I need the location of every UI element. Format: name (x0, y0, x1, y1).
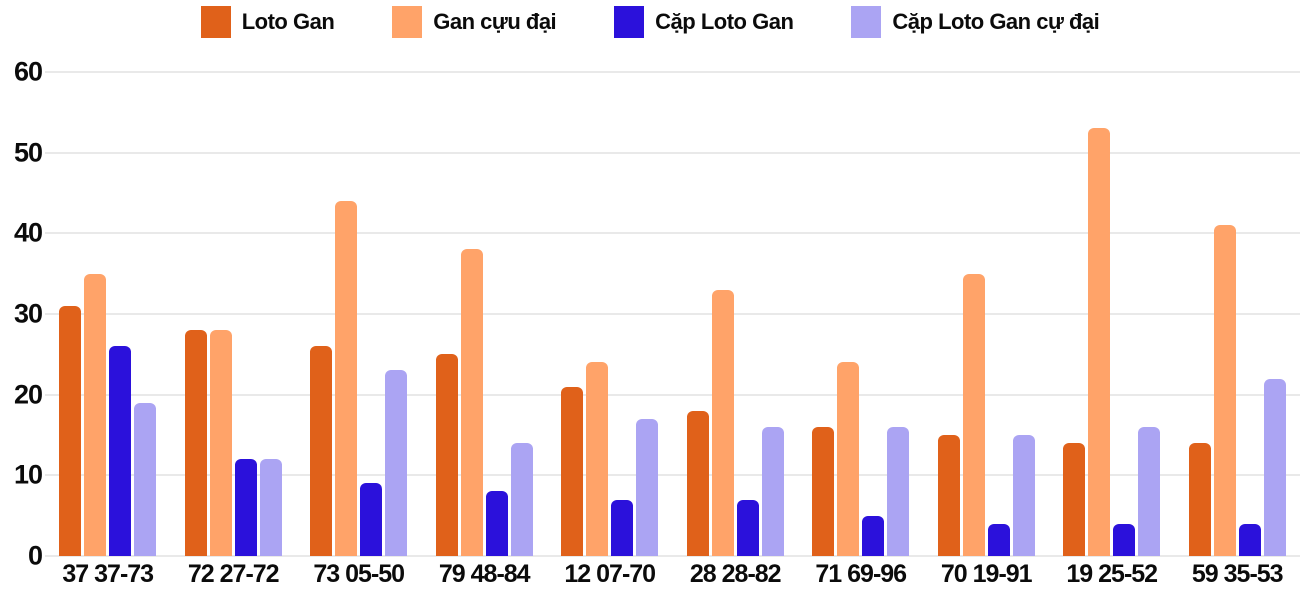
gridline (45, 151, 1300, 154)
bar-group (422, 72, 548, 556)
x-tick-label: 12 07-70 (564, 560, 656, 588)
bar (134, 402, 157, 556)
x-tick-label: 79 48-84 (438, 560, 531, 588)
bar (234, 459, 257, 556)
plot-area (45, 71, 1300, 557)
bar (1088, 128, 1111, 556)
bar (862, 515, 885, 556)
x-tick-label: 37 37-73 (62, 560, 154, 588)
gridline (45, 313, 1300, 315)
y-tick-label: 10 (13, 459, 43, 490)
bar (1238, 523, 1261, 556)
bar (1263, 378, 1286, 556)
bar-group (924, 72, 1050, 556)
legend-label: Gan cựu đại (433, 9, 557, 34)
bar-group (45, 72, 171, 556)
legend-label: Cặp Loto Gan (655, 9, 794, 34)
legend-item-4[interactable]: Cặp Loto Gan cự đại (851, 6, 1100, 38)
bar (586, 362, 609, 556)
bar (435, 354, 458, 556)
y-axis: 0 10 20 30 40 50 60 (0, 57, 43, 571)
bar (812, 426, 835, 556)
bar-group (798, 72, 924, 556)
bar (485, 491, 508, 556)
legend-item-2[interactable]: Gan cựu đại (392, 6, 557, 38)
bar (310, 346, 333, 556)
chart-legend: Loto Gan Gan cựu đại Cặp Loto Gan Cặp Loto … (0, 6, 1300, 38)
bar (611, 499, 634, 556)
bar-groups (45, 72, 1300, 556)
bar-group (296, 72, 422, 556)
x-tick-label: 28 28-82 (689, 560, 782, 588)
bar (259, 459, 282, 556)
bar-group (1049, 72, 1175, 556)
bar (209, 330, 232, 556)
legend-swatch (851, 6, 882, 38)
x-axis: 37 37-73 72 27-72 73 05-50 79 48-84 12 07-70… (45, 560, 1300, 589)
bar (1113, 523, 1136, 556)
gridline (45, 555, 1300, 557)
bar (636, 418, 659, 556)
bar (962, 273, 985, 556)
legend-swatch (614, 6, 645, 38)
y-tick-label: 50 (13, 137, 43, 168)
x-tick-label: 72 27-72 (187, 560, 280, 588)
legend-item-1[interactable]: Loto Gan (200, 6, 335, 38)
bar (1063, 443, 1086, 556)
y-tick-label: 30 (13, 298, 43, 329)
bar (1138, 426, 1161, 556)
bar (1213, 225, 1236, 556)
bar (1188, 443, 1211, 556)
gridline (45, 393, 1300, 396)
legend-item-3[interactable]: Cặp Loto Gan (614, 6, 794, 38)
bar (937, 435, 960, 556)
bar-group (673, 72, 799, 556)
gridline (45, 474, 1300, 477)
x-tick-label: 19 25-52 (1066, 560, 1158, 588)
x-tick-label: 59 35-53 (1191, 560, 1284, 588)
y-tick-label: 60 (13, 56, 43, 87)
bar (561, 386, 584, 556)
legend-swatch (200, 6, 231, 38)
legend-label: Loto Gan (241, 9, 335, 34)
bar (837, 362, 860, 556)
y-tick-label: 20 (13, 379, 43, 410)
gridline (45, 232, 1300, 235)
bar (360, 483, 383, 556)
y-tick-label: 40 (13, 217, 43, 248)
bar (84, 273, 107, 556)
bar (887, 426, 910, 556)
bar (686, 410, 709, 556)
gridline (45, 71, 1300, 73)
bar (711, 289, 734, 556)
legend-label: Cặp Loto Gan cự đại (892, 9, 1100, 34)
y-tick-label: 0 (27, 540, 43, 571)
x-tick-label: 73 05-50 (313, 560, 405, 588)
bar (59, 305, 82, 556)
bar (184, 330, 207, 556)
bar-group (547, 72, 673, 556)
bar (736, 499, 759, 556)
bar (460, 249, 483, 556)
bar (987, 523, 1010, 556)
bar (385, 370, 408, 556)
legend-swatch (392, 6, 423, 38)
bar (335, 201, 358, 556)
bar-group (171, 72, 297, 556)
bar (1012, 435, 1035, 556)
x-tick-label: 70 19-91 (940, 560, 1033, 588)
bar-group (1175, 72, 1300, 556)
bar (761, 426, 784, 556)
x-tick-label: 71 69-96 (815, 560, 907, 588)
bar (109, 346, 132, 556)
bar (510, 443, 533, 556)
